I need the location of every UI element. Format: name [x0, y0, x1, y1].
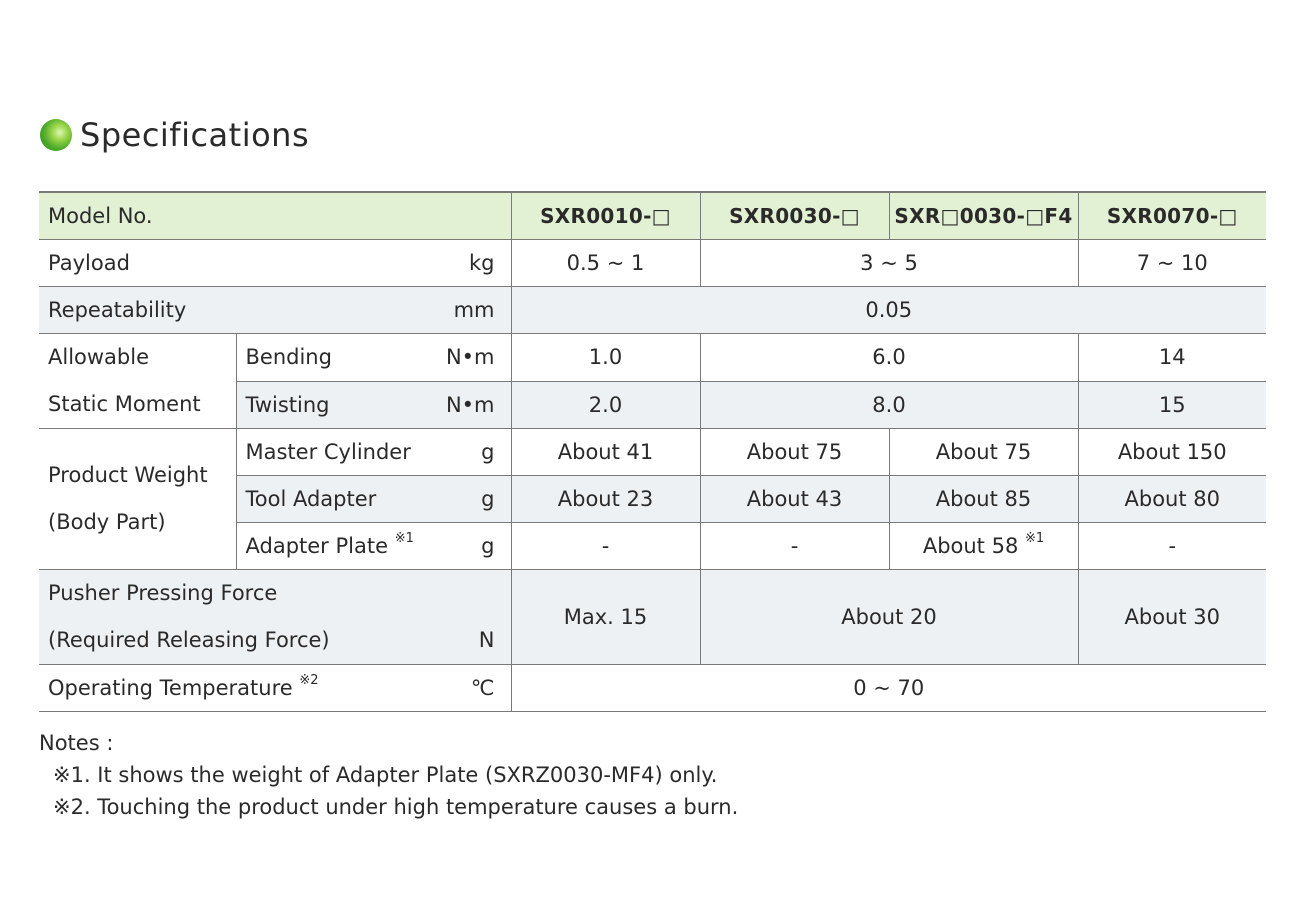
green-bullet-icon	[40, 119, 72, 151]
master-cylinder-value-4: About 150	[1078, 428, 1266, 476]
model-no-label: Model No.	[39, 191, 512, 240]
bending-value-2: 6.0	[700, 333, 1079, 382]
model-sxr0030: SXR0030-□	[700, 191, 890, 240]
pusher-force-value-1: Max. 15	[511, 569, 701, 665]
pusher-force-value-4: About 30	[1078, 569, 1266, 665]
weight-group-label: Product Weight (Body Part)	[39, 428, 237, 570]
repeatability-label: Repeatability	[48, 298, 187, 322]
section-heading: Specifications	[40, 114, 309, 156]
adapter-plate-unit: g	[481, 534, 495, 558]
heading-title: Specifications	[80, 116, 310, 154]
twisting-value-2: 8.0	[700, 380, 1079, 429]
twisting-value-4: 15	[1078, 380, 1266, 429]
model-sxr0030-f4: SXR□0030-□F4	[889, 191, 1079, 240]
temperature-unit: ℃	[470, 676, 495, 700]
bending-row: Allowable Static Moment Bending N•m 1.0 …	[39, 333, 1266, 429]
tool-adapter-value-2: About 43	[700, 475, 890, 523]
master-cylinder-value-1: About 41	[511, 428, 701, 476]
tool-adapter-unit: g	[481, 487, 495, 511]
adapter-plate-label: Adapter Plate	[245, 534, 389, 558]
temperature-row: Operating Temperature ※2 ℃ 0 ~ 70	[39, 664, 1266, 712]
bending-unit: N•m	[445, 345, 495, 370]
tool-adapter-value-3: About 85	[889, 475, 1079, 523]
payload-label: Payload	[48, 251, 130, 275]
pusher-force-value-2: About 20	[700, 569, 1079, 665]
adapter-plate-value-2: -	[700, 522, 890, 570]
notes-title: Notes :	[39, 731, 114, 755]
temperature-note-mark: ※2	[299, 673, 319, 688]
header-row: Model No. SXR0010-□ SXR0030-□ SXR□0030-□…	[39, 191, 1266, 240]
repeatability-unit: mm	[453, 298, 495, 322]
tool-adapter-label: Tool Adapter	[245, 487, 377, 511]
adapter-plate-value-1: -	[511, 522, 701, 570]
tool-adapter-value-4: About 80	[1078, 475, 1266, 523]
adapter-plate-value-4: -	[1078, 522, 1266, 570]
master-cylinder-unit: g	[481, 440, 495, 464]
tool-adapter-row: Tool Adapter g About 23 About 43 About 8…	[39, 475, 1266, 523]
pusher-force-unit: N	[478, 628, 495, 652]
twisting-row: Twisting N•m 2.0 8.0 15	[39, 380, 1266, 429]
master-cylinder-label: Master Cylinder	[245, 440, 411, 464]
twisting-label: Twisting	[245, 392, 330, 417]
repeatability-value: 0.05	[511, 286, 1266, 334]
repeatability-row: Repeatability mm 0.05	[39, 286, 1266, 334]
master-cylinder-value-3: About 75	[889, 428, 1079, 476]
moment-group-label: Allowable Static Moment	[39, 333, 237, 429]
master-cylinder-row: Product Weight (Body Part) Master Cylind…	[39, 428, 1266, 570]
temperature-label: Operating Temperature	[48, 676, 293, 700]
payload-row: Payload kg 0.5 ~ 1 3 ~ 5 7 ~ 10	[39, 239, 1266, 287]
tool-adapter-value-1: About 23	[511, 475, 701, 523]
bending-value-1: 1.0	[511, 333, 701, 382]
master-cylinder-value-2: About 75	[700, 428, 890, 476]
pusher-force-row: Pusher Pressing Force (Required Releasin…	[39, 569, 1266, 665]
payload-value-1: 0.5 ~ 1	[511, 239, 701, 287]
specifications-table: Model No. SXR0010-□ SXR0030-□ SXR□0030-□…	[39, 191, 1266, 712]
adapter-plate-value-note-mark: ※1	[1025, 531, 1045, 546]
payload-unit: kg	[469, 251, 495, 275]
adapter-plate-value-3: About 58	[922, 534, 1019, 558]
notes: Notes : ※1. It shows the weight of Adapt…	[39, 727, 738, 823]
pusher-force-sublabel: (Required Releasing Force)	[48, 628, 330, 652]
payload-value-4: 7 ~ 10	[1078, 239, 1266, 287]
payload-value-2: 3 ~ 5	[700, 239, 1079, 287]
bending-value-4: 14	[1078, 333, 1266, 382]
pusher-force-label: Pusher Pressing Force	[48, 581, 278, 605]
twisting-value-1: 2.0	[511, 380, 701, 429]
adapter-plate-note-mark: ※1	[394, 531, 414, 546]
temperature-value: 0 ~ 70	[511, 664, 1266, 712]
note-1: ※1. It shows the weight of Adapter Plate…	[53, 763, 718, 787]
note-2: ※2. Touching the product under high temp…	[53, 795, 739, 819]
bending-label: Bending	[245, 345, 332, 370]
model-sxr0010: SXR0010-□	[511, 191, 701, 240]
model-sxr0070: SXR0070-□	[1078, 191, 1266, 240]
twisting-unit: N•m	[445, 392, 495, 417]
